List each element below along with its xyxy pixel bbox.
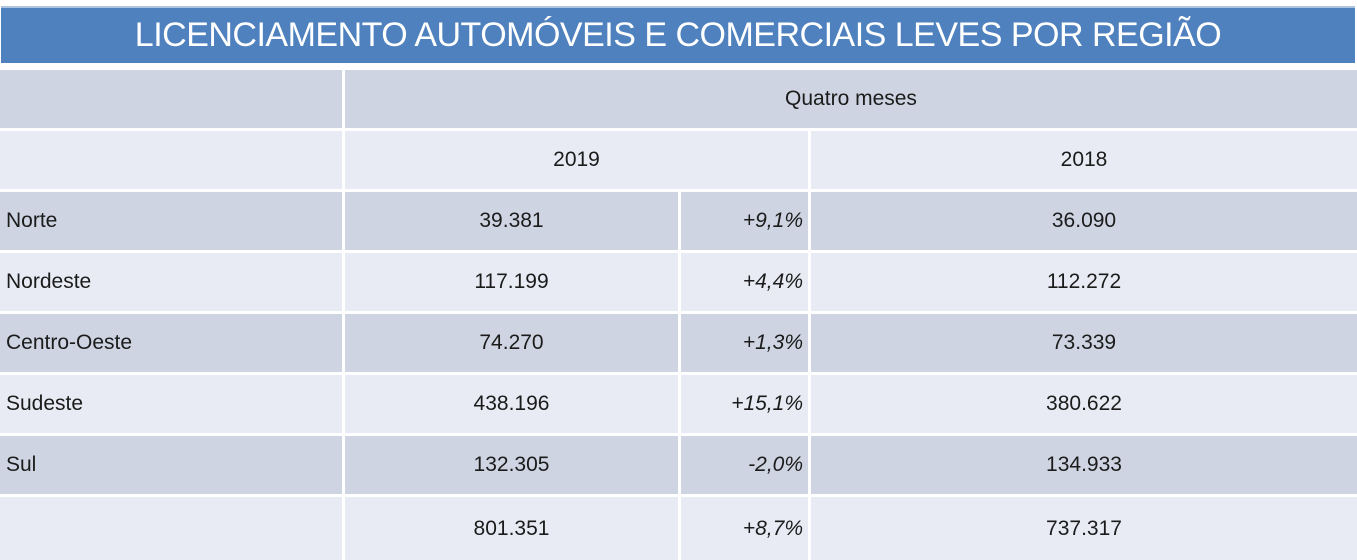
row-centro-oeste-2018-value-cell: 73.339 <box>811 314 1357 372</box>
total-row-label-cell <box>0 497 342 560</box>
total-change-cell: +8,7% <box>681 497 808 560</box>
row-sul-change-cell: -2,0% <box>681 436 808 494</box>
corner-cell-top <box>0 70 342 128</box>
licensing-table: Quatro meses 2019 2018 Norte 39.381 +9,1… <box>0 70 1357 560</box>
row-nordeste-change-cell: +4,4% <box>681 253 808 311</box>
total-2018-value-cell: 737.317 <box>811 497 1357 560</box>
row-sudeste-change-cell: +15,1% <box>681 375 808 433</box>
row-centro-oeste-region-cell: Centro-Oeste <box>0 314 342 372</box>
total-2019-value-cell: 801.351 <box>345 497 678 560</box>
row-centro-oeste-2019-value-cell: 74.270 <box>345 314 678 372</box>
row-norte-2019-value-cell: 39.381 <box>345 192 678 250</box>
title-bar: LICENCIAMENTO AUTOMÓVEIS E COMERCIAIS LE… <box>1 6 1355 63</box>
row-nordeste-2019-value-cell: 117.199 <box>345 253 678 311</box>
row-norte-region-cell: Norte <box>0 192 342 250</box>
row-norte-change-cell: +9,1% <box>681 192 808 250</box>
row-norte-2018-value-cell: 36.090 <box>811 192 1357 250</box>
row-centro-oeste-change-cell: +1,3% <box>681 314 808 372</box>
group-header-cell: Quatro meses <box>345 70 1357 128</box>
row-nordeste-2018-value-cell: 112.272 <box>811 253 1357 311</box>
year-2018-header: 2018 <box>811 131 1357 189</box>
row-sul-region-cell: Sul <box>0 436 342 494</box>
row-sul-2019-value-cell: 132.305 <box>345 436 678 494</box>
row-sul-2018-value-cell: 134.933 <box>811 436 1357 494</box>
row-sudeste-2018-value-cell: 380.622 <box>811 375 1357 433</box>
page-title: LICENCIAMENTO AUTOMÓVEIS E COMERCIAIS LE… <box>134 16 1222 54</box>
row-sudeste-2019-value-cell: 438.196 <box>345 375 678 433</box>
row-sudeste-region-cell: Sudeste <box>0 375 342 433</box>
row-nordeste-region-cell: Nordeste <box>0 253 342 311</box>
year-2019-header: 2019 <box>345 131 808 189</box>
corner-cell-years <box>0 131 342 189</box>
